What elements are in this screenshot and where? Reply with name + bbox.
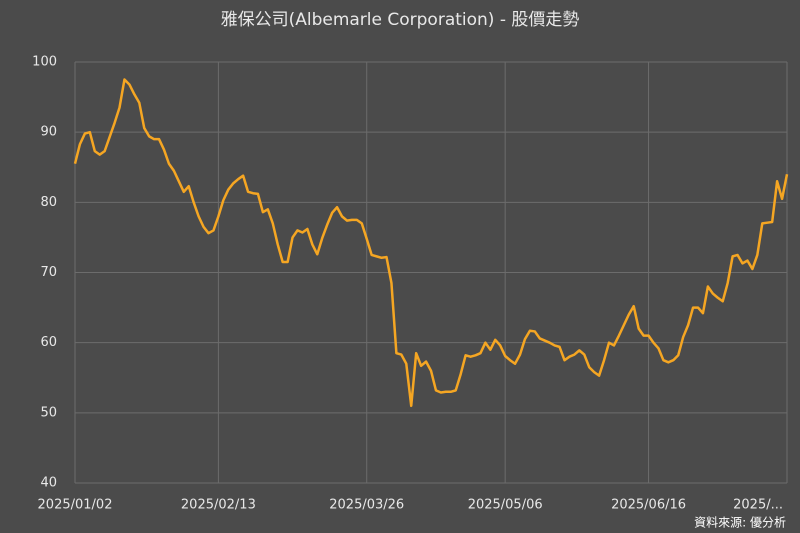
x-tick-label: 2025/06/16 — [611, 498, 686, 513]
y-tick-label: 90 — [40, 125, 57, 140]
y-tick-label: 60 — [40, 335, 57, 350]
y-tick-label: 50 — [40, 405, 57, 420]
y-tick-label: 80 — [40, 195, 57, 210]
x-tick-label: 2025/05/06 — [468, 498, 543, 513]
source-note: 資料來源: 優分析 — [694, 516, 786, 530]
chart-title: 雅保公司(Albemarle Corporation) - 股價走勢 — [221, 10, 580, 30]
y-tick-label: 70 — [40, 265, 57, 280]
x-tick-label: 2025/02/13 — [181, 498, 256, 513]
y-tick-label: 100 — [32, 55, 57, 70]
y-tick-label: 40 — [40, 476, 57, 491]
x-tick-label: 2025/... — [733, 498, 783, 513]
price-line — [73, 78, 789, 408]
x-tick-label: 2025/01/02 — [38, 498, 113, 513]
x-tick-label: 2025/03/26 — [329, 498, 404, 513]
